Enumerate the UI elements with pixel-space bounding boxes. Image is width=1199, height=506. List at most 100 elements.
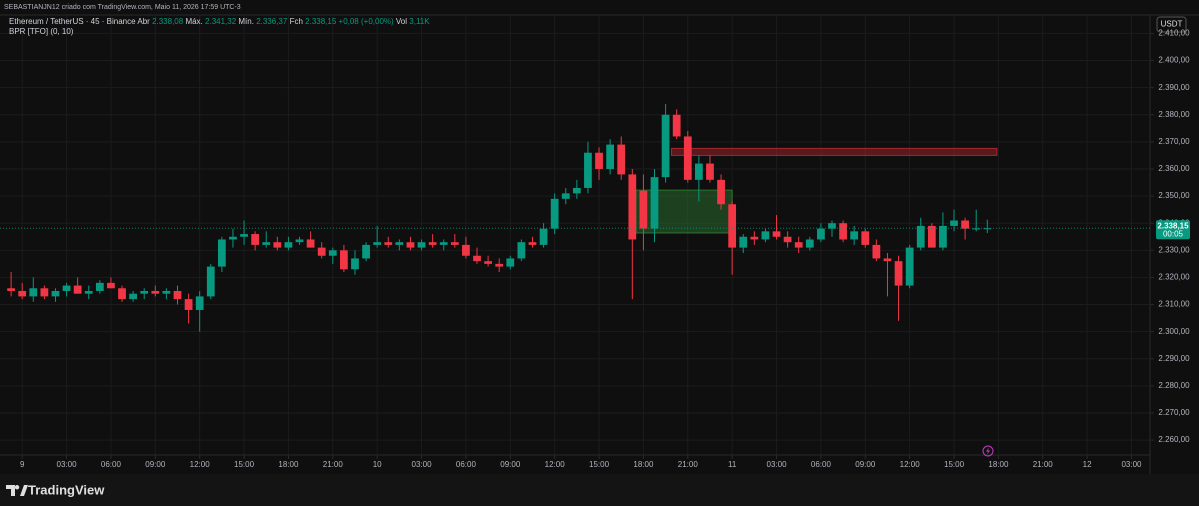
candle-body (450, 242, 459, 245)
candle-body (473, 255, 481, 262)
y-tick-label: 2.410,00 (1158, 29, 1190, 38)
y-tick-label: 2.330,00 (1158, 245, 1190, 254)
x-tick-label: 12:00 (545, 460, 566, 469)
candle-body (229, 236, 237, 240)
logo-icon (6, 485, 28, 496)
candle-body (73, 285, 82, 294)
candle-body (195, 296, 204, 310)
legend-label: Mín. (238, 17, 254, 26)
candle-body (783, 236, 792, 243)
x-tick-label: 15:00 (589, 460, 610, 469)
y-tick-label: 2.370,00 (1158, 137, 1190, 146)
candle-body (794, 242, 803, 248)
plot (0, 103, 1150, 332)
change: +0,08 (+0,00%) (339, 17, 394, 26)
bpr-zone (671, 147, 998, 156)
candle-body (550, 198, 559, 229)
candle-body (428, 242, 437, 245)
legend-label: Máx. (185, 17, 202, 26)
candle-body (639, 190, 648, 229)
last-price-badge (1156, 220, 1190, 240)
candle-body (29, 288, 38, 297)
candle-body (561, 193, 570, 199)
candle-body (118, 288, 126, 300)
y-tick-label: 2.290,00 (1158, 354, 1190, 363)
x-tick-label: 15:00 (944, 460, 965, 469)
candle-body (373, 242, 382, 245)
brand: TradingView (28, 482, 105, 497)
alert-circle (982, 445, 994, 457)
candle-body (62, 285, 71, 291)
candle-body (351, 258, 359, 270)
y-tick-label: 2.300,00 (1158, 327, 1190, 336)
candle-body (595, 152, 603, 169)
y-tick-label: 2.360,00 (1158, 164, 1190, 173)
candle-body (162, 290, 171, 294)
x-tick-label: 09:00 (855, 460, 876, 469)
x-tick-label: 21:00 (1033, 460, 1054, 469)
candle-body (584, 152, 592, 188)
candle-body (462, 244, 470, 256)
candle-body (439, 242, 448, 245)
candle-body (51, 290, 60, 297)
currency[interactable]: USDT (1161, 20, 1183, 29)
alert-bolt (986, 447, 990, 455)
x-tick-label: 10 (373, 460, 382, 469)
candle-body (817, 228, 825, 240)
candle-body (750, 236, 759, 240)
candle-body (262, 242, 271, 245)
candle-body (417, 242, 426, 248)
legend: Ethereum / TetherUS · 45 · Binance Abr 2… (9, 17, 430, 26)
y-tick-label: 2.320,00 (1158, 273, 1190, 282)
candle-body (317, 247, 326, 256)
candle-body (772, 231, 781, 237)
y-tick-label: 2.280,00 (1158, 381, 1190, 390)
countdown: 00:05 (1163, 229, 1184, 238)
legend-value: 2.338,08 (152, 17, 184, 26)
x-tick-label: 12:00 (190, 460, 211, 469)
candle-body (517, 242, 526, 259)
x-tick-label: 12:00 (900, 460, 921, 469)
legend-label: Abr (137, 17, 150, 26)
x-tick-label: 21:00 (323, 460, 344, 469)
y-tick-label: 2.400,00 (1158, 56, 1190, 65)
candle-body (672, 114, 681, 137)
candle-body (761, 231, 770, 240)
alert-icon (982, 445, 994, 457)
x-tick-label: 18:00 (633, 460, 654, 469)
candle-body (384, 242, 393, 245)
legend-label: Fch (290, 17, 303, 26)
x-tick-label: 03:00 (412, 460, 433, 469)
candle-body (606, 144, 615, 169)
candle-body (406, 242, 415, 248)
candle-body (506, 258, 515, 267)
candle-body (661, 114, 670, 178)
candle-body (95, 282, 104, 291)
candle-body (805, 239, 814, 248)
candle-body (939, 225, 947, 248)
candle-body (173, 290, 182, 300)
candle-body (306, 239, 315, 248)
candle-body (40, 288, 49, 297)
footer-bar (0, 474, 1199, 506)
candle-body (495, 263, 504, 267)
x-tick-label: 06:00 (811, 460, 832, 469)
x-tick-label: 09:00 (145, 460, 166, 469)
candle-body (362, 244, 370, 259)
logo: TradingView (6, 482, 105, 497)
candle-body (206, 266, 215, 297)
candle-body (273, 242, 282, 248)
x-tick-label: 03:00 (57, 460, 78, 469)
candle-body (528, 242, 537, 245)
currency-button[interactable] (1156, 16, 1187, 33)
legend-value: 2.341,32 (205, 17, 237, 26)
x-tick-label: 09:00 (500, 460, 521, 469)
candle-body (107, 282, 115, 289)
candle-body (151, 290, 160, 294)
candle-body (872, 244, 881, 259)
candle-body (395, 242, 404, 245)
candle-body (18, 290, 27, 297)
x-tick-label: 06:00 (101, 460, 122, 469)
